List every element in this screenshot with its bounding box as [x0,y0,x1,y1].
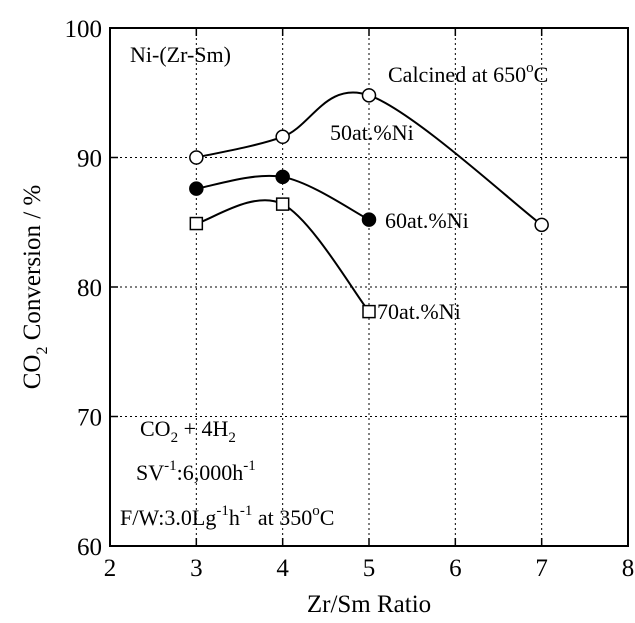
series-label-60: 60at.%Ni [385,208,469,233]
sv-label: SV-1:6,000h-1 [136,458,256,485]
x-tick-labels: 2 3 4 5 6 7 8 [104,555,635,582]
data-point-circle [275,129,290,145]
data-point-circle [534,217,549,233]
reaction-label: CO2 + 4H2 [140,416,236,446]
calcined-label: Calcined at 650oC [388,60,548,87]
data-point-circle [189,181,204,196]
x-tick-label: 5 [363,555,376,582]
y-tick-label: 100 [65,16,103,43]
grid-lines [110,28,628,546]
tick-marks [109,27,629,547]
data-point-circle [361,212,377,227]
x-tick-label: 8 [622,555,635,582]
series-label-70: 70at.%Ni [377,299,461,324]
x-axis-title: Zr/Sm Ratio [307,591,431,618]
x-tick-label: 7 [535,555,548,582]
data-point-square [189,216,204,231]
data-point-circle [275,169,290,185]
x-tick-label: 2 [104,555,117,582]
y-axis-title: CO2 Conversion / % [19,185,51,390]
y-tick-label: 90 [77,146,102,173]
y-tick-label: 70 [77,405,102,432]
y-tick-label: 60 [77,534,102,561]
data-point-square [275,197,290,211]
y-tick-label: 80 [77,275,102,302]
x-tick-label: 3 [190,555,203,582]
data-point-square [362,304,376,319]
x-tick-label: 4 [276,555,289,582]
series-label-50: 50at.%Ni [330,120,414,145]
y-tick-labels: 60 70 80 90 100 [65,16,103,561]
data-point-circle [361,88,377,103]
system-label: Ni-(Zr-Sm) [130,42,231,67]
series-markers [189,88,549,319]
series-line-0 [196,91,543,226]
x-tick-label: 6 [449,555,462,582]
fw-label: F/W:3.0Lg-1h-1 at 350oC [120,503,334,530]
data-point-circle [189,150,204,165]
